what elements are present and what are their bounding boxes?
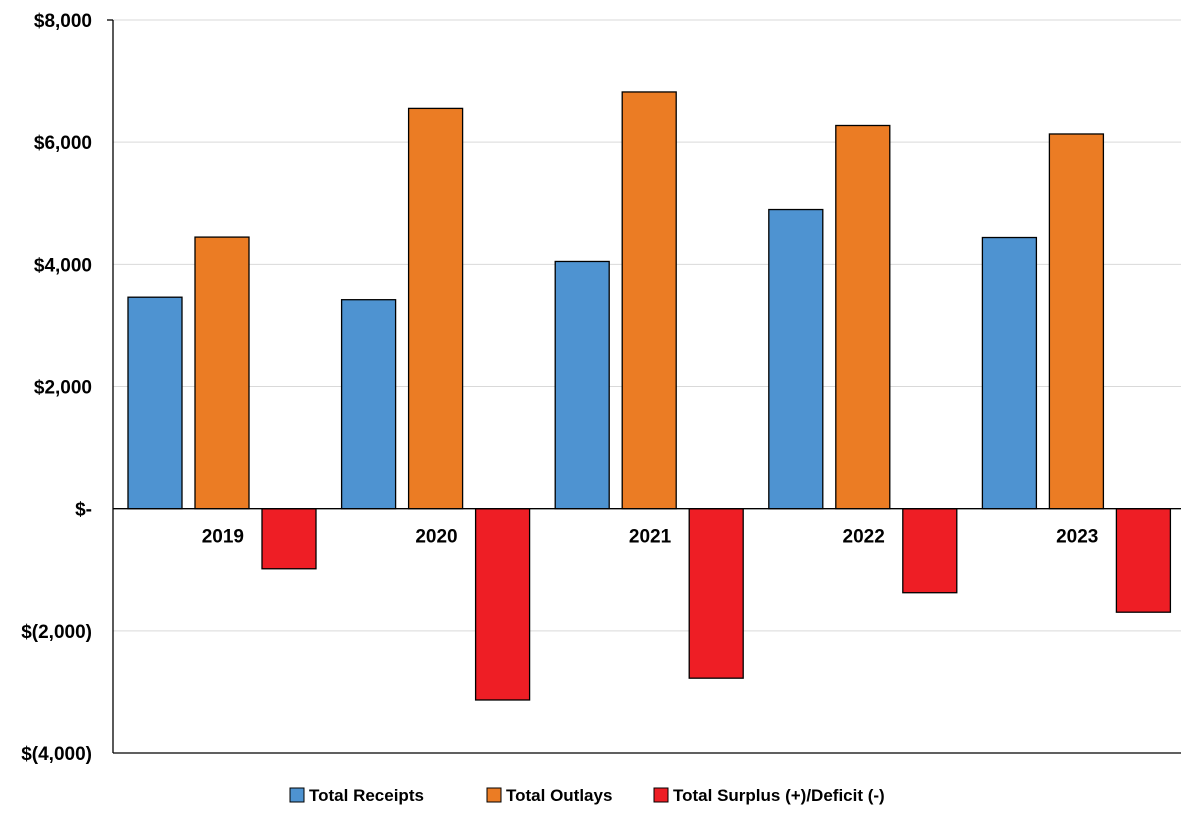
category-label: 2022 <box>843 527 885 548</box>
y-tick-label: $(4,000) <box>21 744 92 765</box>
category-label: 2019 <box>202 527 244 548</box>
bar <box>768 208 824 510</box>
y-tick-label: $4,000 <box>34 255 92 276</box>
bar <box>554 260 610 510</box>
legend: Total Receipts Total Outlays Total Surplus… <box>289 786 885 805</box>
legend-label: Total Outlays <box>506 786 612 805</box>
axes <box>107 19 1181 754</box>
y-tick-label: $(2,000) <box>21 622 92 643</box>
bar <box>835 124 891 510</box>
bar <box>621 91 677 510</box>
bar <box>340 299 397 510</box>
bar <box>474 508 531 701</box>
legend-label: Total Receipts <box>309 786 424 805</box>
legend-swatch <box>289 787 305 803</box>
legend-swatch <box>653 787 669 803</box>
legend-swatch <box>486 787 502 803</box>
category-label: 2021 <box>629 527 672 548</box>
bar <box>902 508 958 594</box>
bar <box>688 508 744 679</box>
bar <box>127 296 183 510</box>
y-tick-label: $2,000 <box>34 378 92 399</box>
bar <box>1048 133 1105 510</box>
category-label: 2020 <box>415 527 457 548</box>
bar <box>194 236 250 510</box>
y-tick-label: $8,000 <box>34 11 92 32</box>
category-label: 2023 <box>1056 527 1098 548</box>
bars <box>127 91 1172 701</box>
y-tick-label: $6,000 <box>34 133 92 154</box>
category-labels: 2019 2020 2021 2022 2023 <box>202 527 1099 548</box>
bar <box>407 107 464 510</box>
bar <box>1115 508 1172 613</box>
legend-label: Total Surplus (+)/Deficit (-) <box>673 786 885 805</box>
y-tick-label: $- <box>75 500 92 521</box>
bar <box>261 508 317 570</box>
y-tick-labels: $(4,000) $(2,000) $- $2,000 $4,000 $6,000 $8,0… <box>21 11 92 765</box>
bar <box>981 236 1038 510</box>
